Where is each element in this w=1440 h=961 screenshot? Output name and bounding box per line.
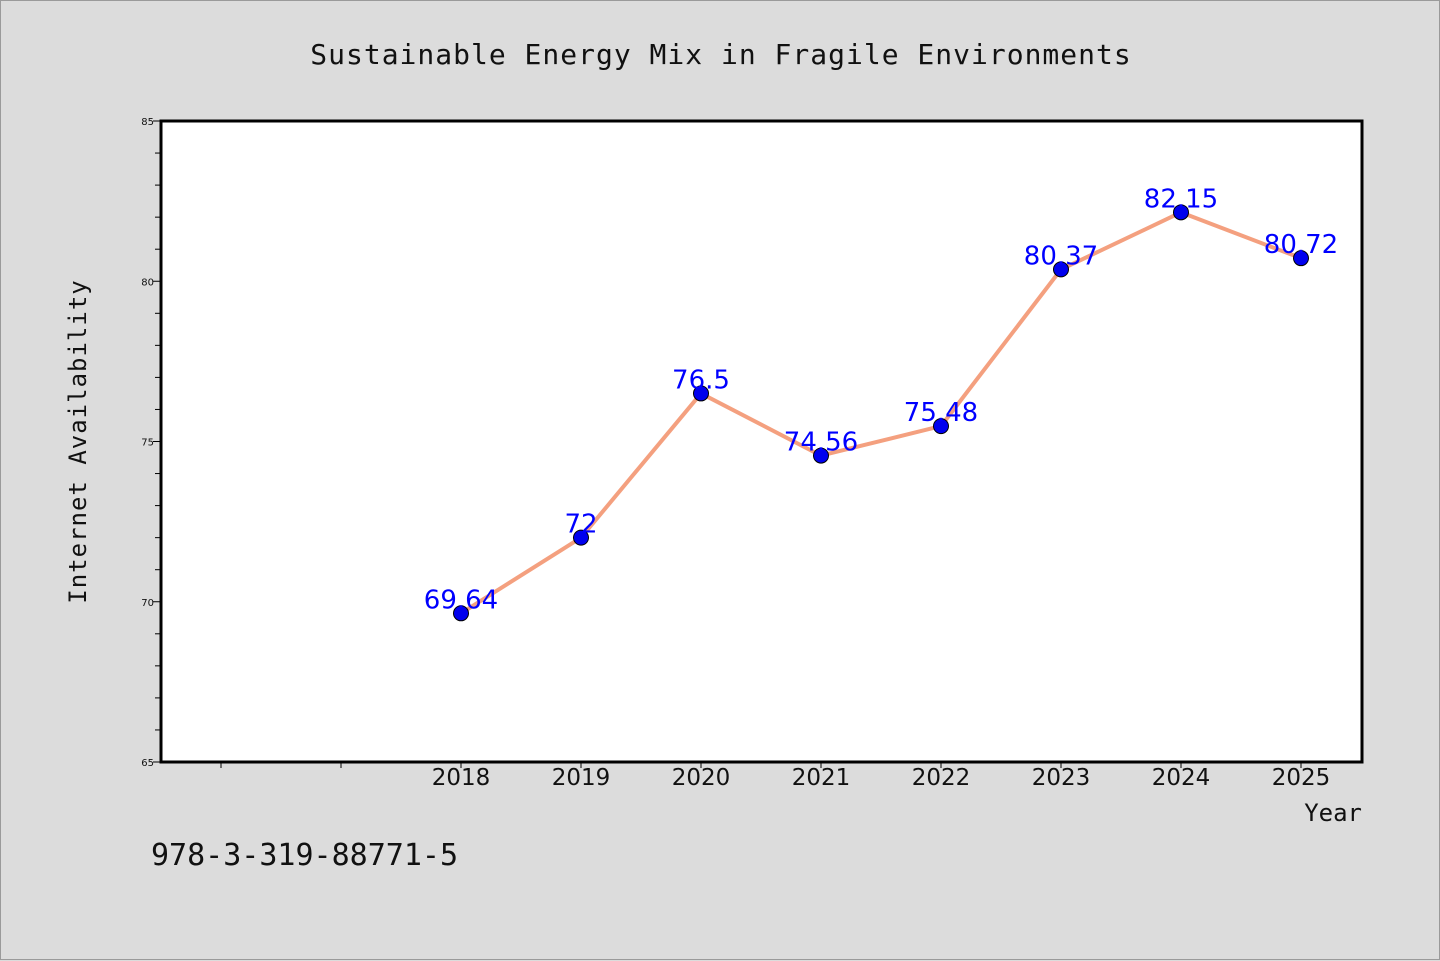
data-points [453,204,1309,622]
data-point [1293,250,1309,267]
y-tick-label: 85 [141,117,154,128]
data-label: 80.72 [1264,230,1338,260]
data-labels: 69.64 72 76.5 74.56 75.48 80.37 82.15 80.72 [424,184,1338,615]
x-tick-label: 2018 [432,765,491,791]
x-tick-label: 2025 [1272,765,1331,791]
x-tick-label: 2019 [552,765,611,791]
y-tick-label: 80 [141,277,154,288]
data-label: 80.37 [1024,241,1098,271]
data-point [453,605,469,622]
x-tick-label: 2023 [1032,765,1091,791]
data-label: 69.64 [424,585,498,615]
y-tick-label: 75 [141,438,154,449]
y-axis-label: Internet Availability [64,279,92,603]
data-point [693,385,709,402]
series-line [459,210,1302,615]
y-tick-label: 65 [141,758,154,769]
x-tick-label: 2021 [792,765,851,791]
y-axis: 65 70 75 80 85 [141,117,161,769]
x-tick-label: 2024 [1152,765,1211,791]
data-label: 82.15 [1144,184,1218,214]
x-axis: 2018 2019 2020 2021 2022 2023 2024 2025 [220,762,1331,791]
data-point [1053,261,1069,278]
data-label: 75.48 [904,398,978,428]
data-point [813,447,829,464]
data-point [1173,204,1189,221]
x-axis-label: Year [1304,799,1362,827]
data-label: 74.56 [784,428,858,458]
plot-area [159,119,1364,764]
x-tick-label: 2022 [912,765,971,791]
data-label: 72 [564,510,597,540]
data-point [573,529,589,546]
chart-title: Sustainable Energy Mix in Fragile Enviro… [310,38,1131,71]
data-label: 76.5 [672,365,730,395]
isbn-annotation: 978-3-319-88771-5 [151,838,458,873]
x-tick-label: 2020 [672,765,731,791]
series-line-group [459,210,1302,615]
y-tick-label: 70 [141,598,154,609]
data-point [933,418,949,435]
